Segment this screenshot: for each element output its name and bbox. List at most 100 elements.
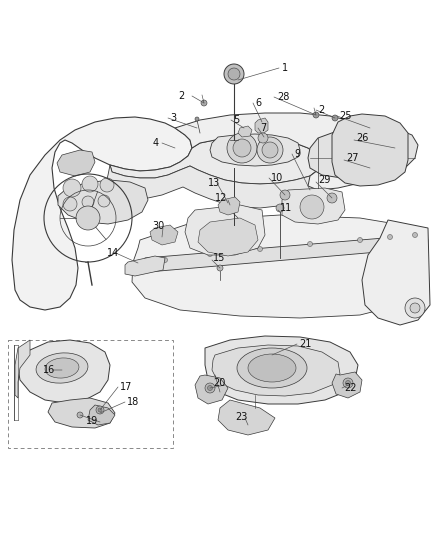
Ellipse shape	[248, 354, 296, 382]
Circle shape	[357, 238, 363, 243]
Circle shape	[388, 235, 392, 239]
Text: 15: 15	[213, 253, 226, 263]
Circle shape	[307, 241, 312, 246]
Circle shape	[224, 64, 244, 84]
Polygon shape	[132, 215, 428, 318]
Circle shape	[300, 195, 324, 219]
Circle shape	[96, 406, 104, 414]
Text: 26: 26	[356, 133, 368, 143]
Text: 1: 1	[282, 63, 288, 73]
Circle shape	[413, 232, 417, 238]
Text: 20: 20	[213, 378, 226, 388]
Text: 7: 7	[260, 123, 266, 133]
Polygon shape	[48, 398, 115, 428]
Circle shape	[405, 298, 425, 318]
Circle shape	[82, 176, 98, 192]
Polygon shape	[15, 340, 30, 398]
Polygon shape	[198, 218, 258, 256]
Circle shape	[280, 190, 290, 200]
Polygon shape	[195, 375, 228, 404]
Polygon shape	[332, 372, 362, 398]
Circle shape	[63, 197, 77, 211]
Polygon shape	[12, 117, 192, 310]
Circle shape	[217, 265, 223, 271]
Circle shape	[410, 303, 420, 313]
Circle shape	[233, 139, 251, 157]
Polygon shape	[362, 220, 430, 325]
Polygon shape	[143, 235, 424, 272]
Polygon shape	[18, 340, 110, 403]
Circle shape	[82, 196, 94, 208]
Circle shape	[76, 206, 100, 230]
Text: 23: 23	[235, 412, 247, 422]
Text: 25: 25	[339, 111, 352, 121]
Circle shape	[205, 383, 215, 393]
Text: 29: 29	[318, 175, 330, 185]
Text: 21: 21	[299, 339, 311, 349]
Polygon shape	[57, 150, 95, 176]
Text: 17: 17	[120, 382, 132, 392]
Text: 10: 10	[271, 173, 283, 183]
Polygon shape	[88, 405, 115, 425]
Text: 9: 9	[294, 149, 300, 159]
Text: 2: 2	[318, 105, 324, 115]
Text: 22: 22	[344, 383, 357, 393]
Polygon shape	[218, 400, 275, 435]
Text: 11: 11	[280, 203, 292, 213]
Polygon shape	[110, 137, 322, 184]
Polygon shape	[175, 113, 392, 190]
Polygon shape	[210, 134, 300, 166]
Polygon shape	[125, 256, 165, 276]
Circle shape	[258, 246, 262, 252]
Circle shape	[98, 195, 110, 207]
Circle shape	[98, 408, 102, 412]
Circle shape	[195, 117, 199, 121]
Text: 4: 4	[153, 138, 159, 148]
Circle shape	[77, 412, 83, 418]
Text: 19: 19	[86, 416, 98, 426]
Circle shape	[276, 204, 284, 212]
Circle shape	[201, 100, 207, 106]
Text: 13: 13	[208, 178, 220, 188]
Polygon shape	[150, 225, 178, 245]
Text: 30: 30	[152, 221, 164, 231]
Polygon shape	[205, 336, 358, 404]
Circle shape	[262, 142, 278, 158]
Circle shape	[327, 193, 337, 203]
Circle shape	[63, 179, 81, 197]
Text: 28: 28	[277, 92, 290, 102]
Circle shape	[257, 137, 283, 163]
Polygon shape	[58, 180, 148, 224]
Circle shape	[100, 178, 114, 192]
Text: 18: 18	[127, 397, 139, 407]
Polygon shape	[238, 126, 252, 137]
Text: 12: 12	[215, 193, 227, 203]
Polygon shape	[332, 114, 408, 186]
Circle shape	[228, 68, 240, 80]
Circle shape	[208, 252, 212, 256]
Circle shape	[346, 381, 350, 385]
Polygon shape	[185, 205, 265, 255]
Circle shape	[313, 112, 319, 118]
Text: 5: 5	[233, 115, 239, 125]
Circle shape	[343, 378, 353, 388]
Circle shape	[162, 257, 167, 262]
Text: 6: 6	[255, 98, 261, 108]
Circle shape	[208, 385, 212, 391]
Text: 2: 2	[178, 91, 184, 101]
Circle shape	[258, 133, 268, 143]
Circle shape	[332, 115, 338, 121]
Text: 14: 14	[107, 248, 119, 258]
Ellipse shape	[237, 348, 307, 388]
Ellipse shape	[45, 358, 79, 378]
Polygon shape	[218, 197, 240, 215]
Polygon shape	[106, 163, 322, 208]
Text: 16: 16	[43, 365, 55, 375]
Polygon shape	[255, 118, 268, 133]
Polygon shape	[212, 345, 340, 396]
Polygon shape	[308, 126, 418, 178]
Polygon shape	[282, 188, 345, 224]
Circle shape	[227, 133, 257, 163]
Ellipse shape	[36, 353, 88, 383]
Text: 3: 3	[170, 113, 176, 123]
